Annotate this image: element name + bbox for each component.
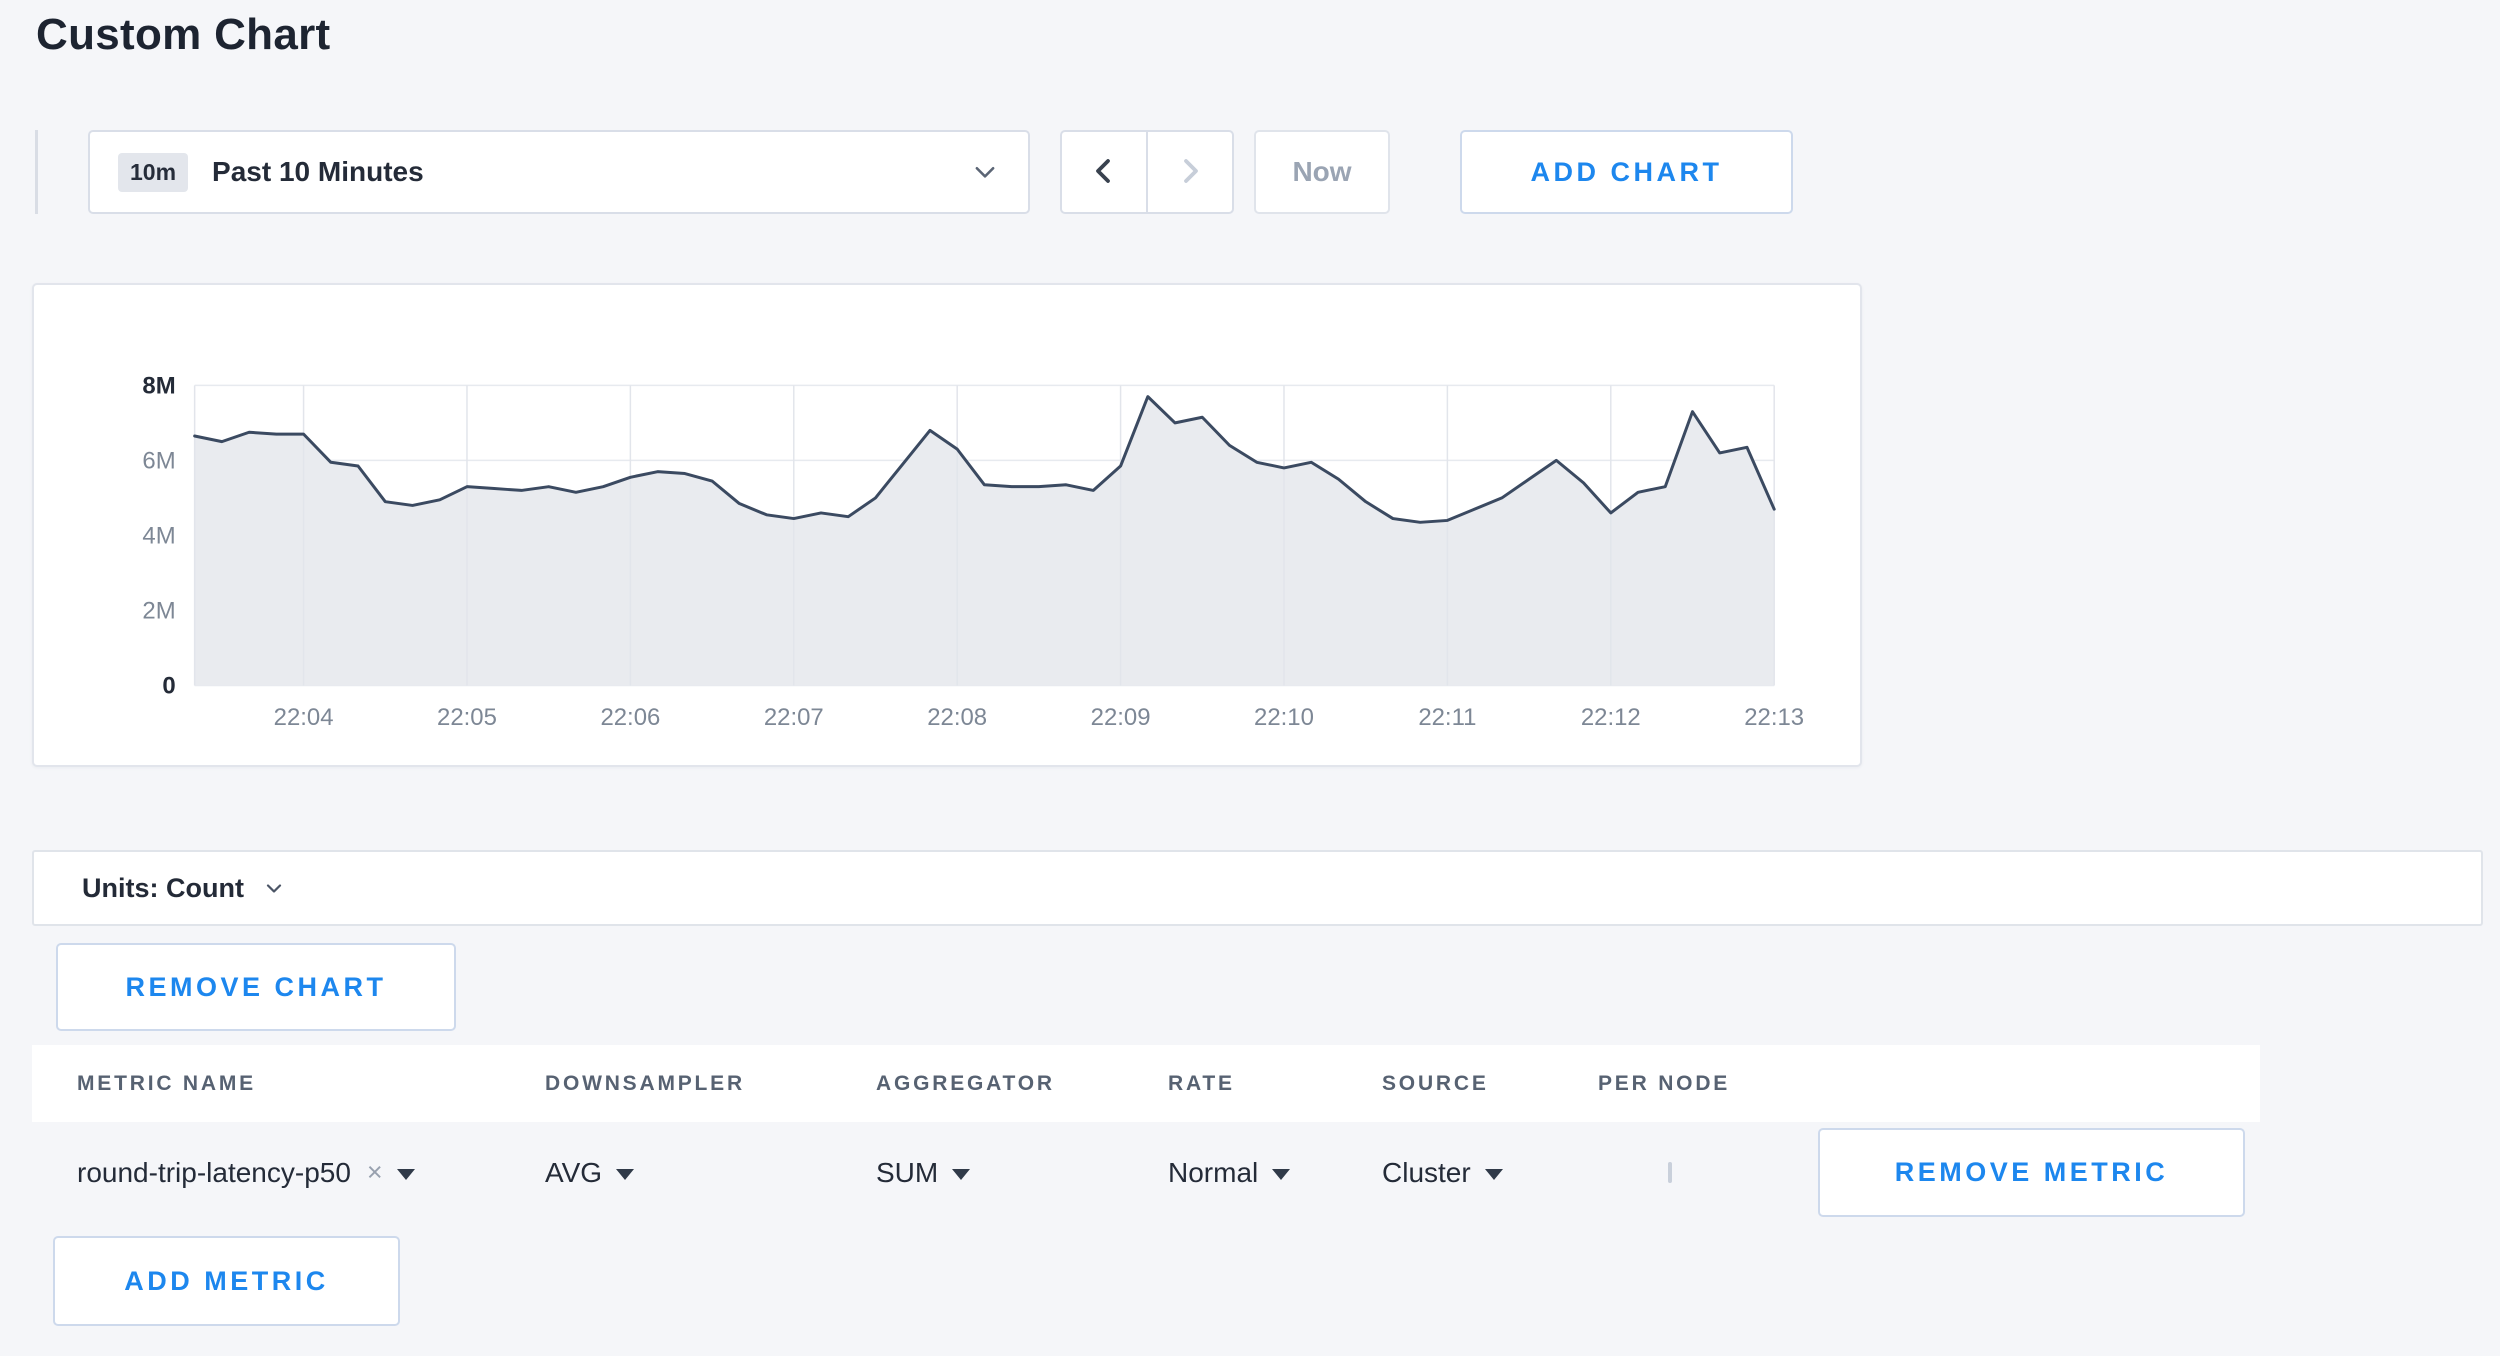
chevron-down-icon	[262, 876, 286, 900]
svg-text:22:10: 22:10	[1254, 704, 1314, 731]
svg-text:22:07: 22:07	[764, 704, 824, 731]
per-node-cell	[1598, 1161, 1818, 1183]
time-range-label: Past 10 Minutes	[212, 156, 424, 187]
remove-metric-button[interactable]: REMOVE METRIC	[1818, 1128, 2245, 1217]
caret-down-icon	[616, 1169, 635, 1180]
aggregator-select[interactable]: SUM	[876, 1156, 971, 1189]
toolbar-divider	[35, 130, 38, 214]
chevron-right-icon	[1174, 153, 1206, 192]
caret-down-icon	[1272, 1169, 1291, 1180]
column-header-per-node: PER NODE	[1598, 1071, 1731, 1095]
timeseries-chart: 22:04 22:05 22:06 22:07 22:08 22:09 22:10 22:11…	[142, 372, 1804, 731]
column-header-source: SOURCE	[1382, 1071, 1489, 1095]
svg-text:22:08: 22:08	[927, 704, 987, 731]
chart-card: 22:04 22:05 22:06 22:07 22:08 22:09 22:10 22:11…	[32, 283, 1862, 767]
column-header-rate: RATE	[1168, 1071, 1235, 1095]
source-select[interactable]: Cluster	[1382, 1157, 1503, 1189]
now-button[interactable]: Now	[1254, 130, 1390, 214]
svg-text:22:06: 22:06	[600, 704, 660, 731]
aggregator-value: SUM	[876, 1156, 939, 1188]
column-header-metric-name: METRIC NAME	[77, 1071, 256, 1095]
add-chart-button[interactable]: ADD CHART	[1460, 130, 1793, 214]
time-range-select[interactable]: 10m Past 10 Minutes	[88, 130, 1030, 214]
svg-text:22:11: 22:11	[1418, 704, 1476, 731]
svg-text:22:05: 22:05	[437, 704, 497, 731]
time-forward-button[interactable]	[1146, 130, 1234, 214]
page-title: Custom Chart	[36, 10, 331, 59]
chevron-left-icon	[1088, 153, 1120, 192]
column-header-downsampler: DOWNSAMPLER	[545, 1071, 745, 1095]
time-nav-group	[1060, 130, 1234, 214]
source-value: Cluster	[1382, 1156, 1471, 1188]
downsampler-select[interactable]: AVG	[545, 1156, 635, 1189]
svg-text:2M: 2M	[142, 597, 175, 624]
time-back-button[interactable]	[1060, 130, 1148, 214]
caret-down-icon	[1484, 1169, 1503, 1180]
rate-select[interactable]: Normal	[1168, 1156, 1291, 1189]
svg-text:6M: 6M	[142, 447, 175, 474]
column-header-aggregator: AGGREGATOR	[876, 1071, 1055, 1095]
downsampler-value: AVG	[545, 1156, 603, 1188]
metrics-table-header: METRIC NAME DOWNSAMPLER AGGREGATOR RATE …	[32, 1045, 2260, 1122]
metric-name-select[interactable]: round-trip-latency-p50 ×	[77, 1157, 415, 1189]
svg-text:0: 0	[162, 672, 175, 699]
metric-row: round-trip-latency-p50 × AVG SUM Normal …	[32, 1122, 2260, 1223]
svg-text:22:13: 22:13	[1744, 704, 1804, 731]
metric-name-value: round-trip-latency-p50	[77, 1156, 351, 1188]
units-select[interactable]: Units: Count	[32, 850, 2483, 926]
units-label: Units: Count	[82, 872, 244, 903]
metrics-table: METRIC NAME DOWNSAMPLER AGGREGATOR RATE …	[32, 1045, 2260, 1223]
svg-text:22:12: 22:12	[1581, 704, 1641, 731]
remove-chart-button[interactable]: REMOVE CHART	[56, 943, 456, 1031]
add-metric-button[interactable]: ADD METRIC	[53, 1236, 400, 1326]
svg-text:22:04: 22:04	[274, 704, 334, 731]
svg-text:8M: 8M	[142, 372, 175, 399]
time-range-badge: 10m	[118, 152, 189, 192]
actions-cell: REMOVE METRIC	[1818, 1128, 2260, 1217]
per-node-checkbox[interactable]	[1668, 1161, 1672, 1183]
svg-text:22:09: 22:09	[1091, 704, 1151, 731]
svg-text:4M: 4M	[142, 522, 175, 549]
chevron-down-icon	[970, 157, 1000, 187]
caret-down-icon	[396, 1169, 415, 1180]
rate-value: Normal	[1168, 1156, 1259, 1188]
caret-down-icon	[952, 1169, 971, 1180]
toolbar: 10m Past 10 Minutes Now ADD CHART	[35, 130, 1793, 214]
clear-metric-icon[interactable]: ×	[366, 1157, 383, 1187]
